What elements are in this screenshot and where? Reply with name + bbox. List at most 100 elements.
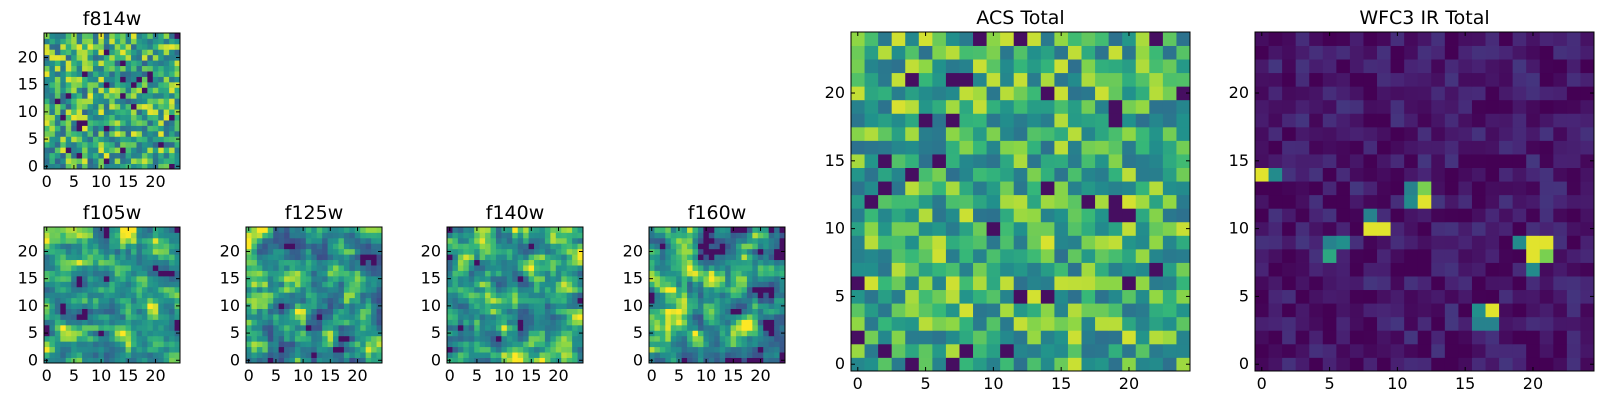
- panel3-cell: [495, 237, 502, 244]
- panel1-cell: [98, 352, 105, 358]
- panel1-cell: [98, 297, 105, 304]
- panel2-cell: [338, 303, 345, 309]
- panel5-cell: [864, 140, 879, 155]
- panel2-cell: [284, 314, 290, 320]
- panel5-cell: [851, 140, 865, 155]
- panel1-cell: [92, 227, 99, 233]
- panel1-cell: [49, 303, 56, 309]
- panel0-cell: [60, 147, 67, 154]
- panel1-cell: [60, 357, 67, 364]
- panel2-cell: [278, 341, 285, 348]
- panel3-cell: [577, 243, 584, 250]
- panel0-cell: [82, 71, 88, 77]
- panel0-cell: [109, 76, 116, 83]
- panel2-cell: [267, 254, 274, 261]
- panel4-cell: [725, 243, 731, 250]
- panel4-cell: [649, 324, 655, 331]
- panel1-cell: [125, 324, 132, 331]
- panel6-cell: [1268, 126, 1283, 141]
- panel4-cell: [676, 346, 683, 353]
- panel5-cell: [878, 235, 893, 250]
- panel5-cell: [1122, 235, 1137, 250]
- panel4-cell: [670, 319, 677, 326]
- panel2-cell: [246, 232, 252, 239]
- panel2-cell: [371, 352, 377, 358]
- panel6-cell: [1390, 126, 1405, 141]
- panel4-cell: [736, 330, 742, 337]
- panel2-cell: [322, 254, 328, 261]
- panel4-cell: [768, 270, 775, 277]
- panel0-cell: [54, 130, 61, 137]
- panel4-xtick-label: 5: [674, 366, 684, 385]
- panel4-cell: [768, 308, 775, 315]
- panel0-cell: [120, 130, 126, 137]
- panel1-cell: [163, 275, 170, 282]
- panel4-cell: [730, 341, 737, 348]
- panel2-cell: [333, 243, 339, 250]
- panel5-cell: [1108, 32, 1123, 46]
- panel4-cell: [730, 352, 737, 358]
- panel6-cell: [1377, 303, 1391, 318]
- panel5-cell: [864, 154, 879, 168]
- panel2-cell: [305, 270, 312, 277]
- panel2-cell: [273, 308, 280, 315]
- panel2-cell: [267, 335, 274, 342]
- panel4-cell: [752, 227, 759, 233]
- panel4-cell: [730, 314, 737, 320]
- panel3-cell: [528, 297, 535, 304]
- panel5-cell: [932, 330, 947, 345]
- panel1-cell: [114, 232, 121, 239]
- panel2-cell: [289, 232, 296, 239]
- panel2-cell: [273, 319, 280, 326]
- panel2-cell: [256, 308, 263, 315]
- panel4-cell: [768, 319, 775, 326]
- panel3-cell: [528, 286, 535, 293]
- panel5-cell: [1095, 289, 1110, 304]
- panel5-cell: [986, 316, 1001, 331]
- panel0-cell: [60, 98, 67, 105]
- panel1-cell: [92, 292, 99, 299]
- panel1-cell: [158, 243, 165, 250]
- panel4-cell: [763, 324, 770, 331]
- panel0-cell: [158, 54, 165, 61]
- panel0-cell: [163, 38, 170, 45]
- panel5-cell: [878, 343, 893, 358]
- panel1-cell: [136, 232, 143, 239]
- panel4-cell: [676, 270, 683, 277]
- panel1-cell: [92, 232, 99, 239]
- panel6-cell: [1553, 59, 1568, 74]
- panel6-cell: [1363, 32, 1378, 46]
- panel4-cell: [703, 352, 710, 358]
- panel1-cell: [163, 335, 170, 342]
- panel5-cell: [932, 221, 947, 236]
- panel0-cell: [87, 158, 94, 164]
- panel1-cell: [169, 254, 175, 261]
- panel5-cell: [932, 154, 947, 168]
- panel3-cell: [539, 352, 546, 358]
- panel3-cell: [479, 237, 486, 244]
- panel2-cell: [294, 286, 301, 293]
- panel1-cell: [163, 303, 170, 309]
- panel6-cell: [1458, 181, 1473, 196]
- panel1-cell: [169, 259, 175, 266]
- panel2-cell: [327, 237, 334, 244]
- panel3-cell: [534, 254, 540, 261]
- panel0-cell: [71, 81, 78, 88]
- panel1-cell: [152, 352, 159, 358]
- panel4-cell: [697, 297, 704, 304]
- panel6-cell: [1471, 45, 1486, 60]
- panel3-cell: [452, 314, 459, 320]
- panel6-cell: [1566, 330, 1581, 345]
- panel4-cell: [670, 254, 677, 261]
- panel3-cell: [479, 281, 486, 288]
- panel5-cell: [986, 32, 1001, 46]
- panel1-cell: [109, 335, 116, 342]
- panel4-cell: [697, 270, 704, 277]
- panel4-cell: [763, 259, 770, 266]
- panel1-cell: [87, 286, 94, 293]
- panel2-cell: [376, 265, 383, 271]
- panel2-cell: [360, 270, 367, 277]
- panel3-cell: [485, 286, 491, 293]
- panel4-cell: [676, 335, 683, 342]
